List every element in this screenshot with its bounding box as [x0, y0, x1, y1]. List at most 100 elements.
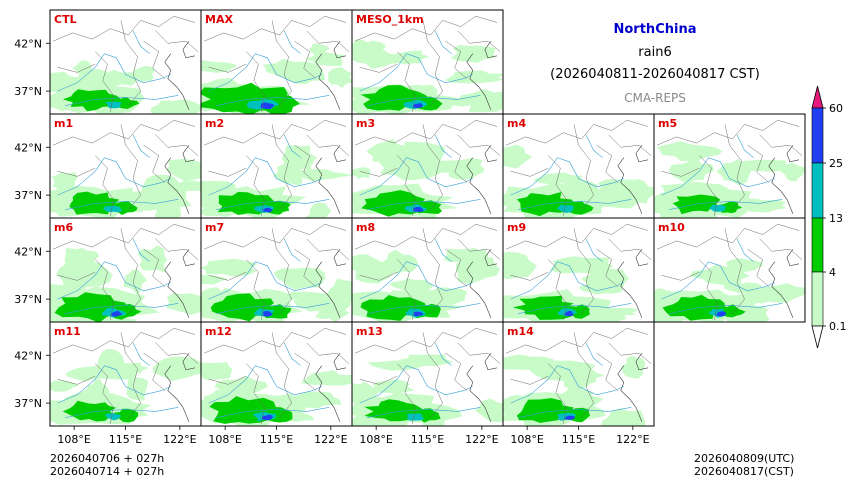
- coastline: [182, 145, 196, 163]
- lon-tick-label: 108°E: [510, 433, 543, 446]
- panel-label: m2: [205, 117, 224, 130]
- init-time-cst: 2026040714 + 027h: [50, 465, 165, 478]
- province-border-line: [208, 375, 247, 385]
- river-line: [434, 342, 452, 366]
- river-line: [65, 303, 179, 314]
- coastline: [635, 249, 649, 267]
- rain-light-area: [214, 376, 268, 397]
- lon-tick-label: 108°E: [208, 433, 241, 446]
- rain-light-area: [50, 71, 84, 95]
- river-line: [434, 134, 452, 158]
- colorbar-extend-max: [811, 85, 824, 109]
- river-line: [434, 238, 452, 262]
- rain-light-area: [291, 169, 352, 182]
- river-line: [736, 238, 754, 262]
- province-border-line: [422, 20, 443, 106]
- province-border-line: [354, 15, 498, 42]
- map-panel-m8: m8: [351, 217, 504, 323]
- river-line: [208, 157, 322, 196]
- river-line: [359, 53, 473, 92]
- rain-light-area: [353, 40, 387, 60]
- river-line: [518, 199, 632, 210]
- river-line: [669, 199, 783, 210]
- panel-map-content: [50, 327, 201, 425]
- river-line: [283, 238, 301, 262]
- colorbar-level-label: 0.1: [829, 320, 847, 333]
- rain-very-heavy-area: [565, 415, 576, 420]
- rain-light-area: [355, 260, 394, 284]
- coastline: [164, 365, 190, 422]
- panel-map-content: [503, 223, 652, 322]
- province-border-line: [661, 271, 700, 281]
- rain-light-area: [401, 141, 445, 164]
- colorbar-segment: [811, 107, 824, 164]
- province-border-line: [457, 30, 501, 52]
- init-time-utc: 2026040706 + 027h: [50, 452, 165, 465]
- province-border-line: [359, 375, 398, 385]
- rain-light-area: [352, 167, 371, 180]
- province-border-line: [656, 119, 800, 146]
- province-border-line: [246, 363, 265, 424]
- province-border-line: [57, 63, 96, 73]
- river-line: [367, 407, 481, 418]
- river-line: [359, 261, 473, 300]
- river-line: [669, 303, 783, 314]
- rain-light-area: [689, 264, 750, 287]
- panel-label: m6: [54, 221, 73, 234]
- rain-light-area: [748, 283, 805, 303]
- lat-tick-label: 37°N: [14, 85, 42, 98]
- panel-map-content: [201, 15, 352, 114]
- river-line: [132, 238, 150, 262]
- province-border-line: [208, 271, 247, 281]
- rain-moderate-area: [662, 294, 726, 321]
- river-line: [585, 238, 603, 262]
- rain-light-area: [201, 258, 258, 277]
- map-panel-m11: m11: [49, 321, 202, 427]
- lat-tick-label: 42°N: [14, 141, 42, 154]
- map-panel-m4: m4: [502, 113, 655, 219]
- river-line: [736, 134, 754, 158]
- river-line: [216, 303, 330, 314]
- rain-light-area: [97, 348, 125, 377]
- panel-label: m1: [54, 117, 73, 130]
- province-border-line: [510, 271, 549, 281]
- coastline: [164, 53, 190, 110]
- province-border-line: [747, 144, 769, 183]
- lon-tick-label: 122°E: [314, 433, 347, 446]
- province-border-line: [143, 248, 165, 287]
- rain-moderate-area: [113, 408, 139, 423]
- panel-map-content: [50, 119, 201, 218]
- rain-light-area: [657, 141, 723, 161]
- lon-tick-label: 115°E: [109, 433, 142, 446]
- river-line: [132, 30, 150, 54]
- rain-light-area: [56, 260, 113, 290]
- rain-light-area: [305, 51, 345, 66]
- coastline: [466, 157, 492, 214]
- province-border-line: [397, 363, 416, 424]
- province-border-line: [354, 327, 498, 354]
- coastline: [315, 157, 341, 214]
- coastline: [333, 145, 347, 163]
- province-border-line: [52, 119, 196, 146]
- province-border-line: [120, 332, 141, 418]
- river-line: [283, 30, 301, 54]
- lon-tick-label: 122°E: [163, 433, 196, 446]
- river-line: [518, 303, 632, 314]
- rain-light-area: [580, 268, 630, 290]
- province-border-line: [143, 352, 165, 391]
- province-border-line: [422, 332, 443, 418]
- river-line: [65, 95, 179, 106]
- map-panel-m5: m5: [653, 113, 806, 219]
- rain-light-area: [781, 162, 805, 182]
- map-panel-m2: m2: [200, 113, 353, 219]
- coastline: [768, 261, 794, 318]
- map-panel-m7: m7: [200, 217, 353, 323]
- rain-heavy-area: [556, 204, 574, 213]
- colorbar: 0.1 4 13 25 60: [811, 85, 847, 349]
- panel-map-content: [503, 327, 652, 426]
- province-border-line: [608, 342, 652, 364]
- panel-label: m14: [507, 325, 534, 338]
- river-line: [661, 261, 775, 300]
- coastline: [333, 353, 347, 371]
- province-border-line: [596, 248, 618, 287]
